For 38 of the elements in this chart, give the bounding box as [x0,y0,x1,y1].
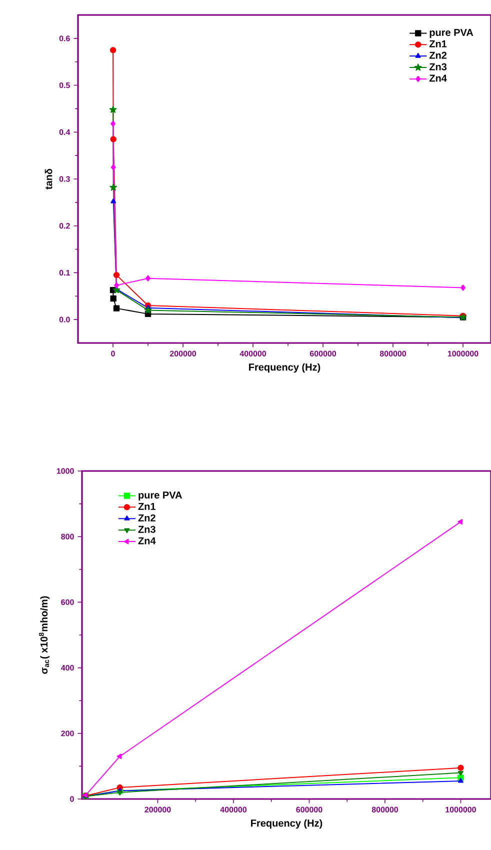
x-tick-label: 1000000 [448,350,478,356]
y-tick-label: 800 [61,534,74,540]
x-tick-label: 1000000 [446,806,476,812]
x-tick-label: 0 [111,350,115,356]
y-tick-label: 200 [61,730,74,736]
x-tick-label: 200000 [144,806,171,812]
legend-label: Zn3 [429,63,447,70]
y-tick-label: 1000 [56,468,74,474]
legend-label: Zn1 [429,40,447,48]
y-tick-label: 0.6 [59,36,70,42]
x-axis-title: Frequency (Hz) [249,363,320,373]
legend-label: Zn3 [138,526,156,533]
legend-label: pure PVA [138,492,182,501]
y-tick-label: 0.1 [59,270,70,276]
y-tick-label: 0.4 [59,129,70,135]
x-tick-label: 400000 [240,350,266,356]
y-tick-label: 600 [61,599,74,606]
x-axis-title: Frequency (Hz) [251,819,322,829]
x-tick-label: 600000 [310,350,336,356]
legend-label: pure PVA [430,29,474,38]
y-tick-label: 0.3 [59,176,70,182]
y-axis-title: σ$_{ac}$( x10$^{8}$mho/m) [38,596,50,674]
y-tick-label: 0.0 [59,316,70,322]
x-tick-label: 200000 [170,350,196,356]
y-tick-label: 0 [70,796,74,802]
legend-label: Zn4 [429,74,447,82]
y-tick-label: 400 [60,664,74,671]
legend-label: Zn2 [138,514,156,522]
y-tick-label: 0.2 [59,223,70,229]
x-tick-label: 400000 [220,806,246,812]
x-tick-label: 800000 [380,350,406,356]
y-axis-title: tanδ [44,168,52,190]
x-tick-label: 800000 [372,806,398,812]
legend-label: Zn4 [138,537,156,544]
legend-label: Zn1 [138,502,156,510]
legend-label: Zn2 [429,52,447,59]
x-tick-label: 600000 [296,806,322,812]
y-tick-label: 0.5 [59,82,70,88]
